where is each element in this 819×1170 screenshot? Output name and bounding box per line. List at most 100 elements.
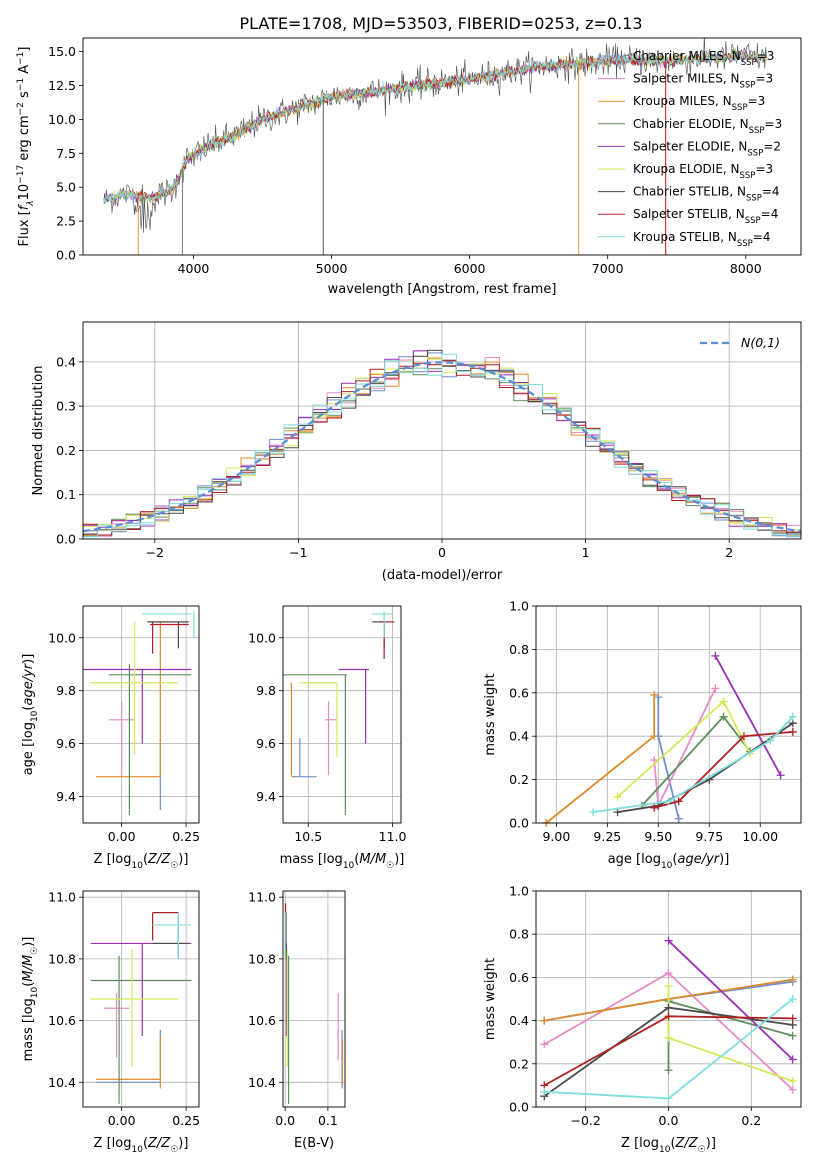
legend-label-3: Chabrier ELODIE, NSSP=3: [633, 117, 782, 136]
weight-marker: [788, 1077, 797, 1086]
y-axis-label: Normed distribution: [31, 366, 46, 496]
y-tick-label: 10.0: [248, 630, 276, 645]
weight-marker: [719, 697, 728, 706]
weight-marker: [650, 803, 659, 812]
y-tick-label: 0.8: [509, 642, 529, 657]
y-tick-label: 0.6: [509, 685, 529, 700]
legend-label-5: Kroupa ELODIE, NSSP=3: [633, 162, 773, 181]
axes-frame: [282, 890, 346, 1108]
y-tick-label: 2.5: [56, 214, 76, 229]
axes-frame: [82, 37, 802, 256]
y-tick-label: 10.6: [248, 1013, 276, 1028]
weight-vs-age-panel: 9.00 9.25 9.50 9.75 10.00 0.0 0.2 0.4 0.6 0.8 1.0 a…: [483, 599, 802, 871]
x-tick-label: 0.2: [741, 1113, 761, 1128]
x-tick-label: 0: [438, 545, 446, 560]
y-tick-label: 12.5: [48, 78, 76, 93]
weight-marker: [788, 975, 797, 984]
weight-marker: [788, 1085, 797, 1094]
weight-line-1: [653, 688, 717, 809]
weight-marker: [711, 651, 720, 660]
axes-frame: [282, 605, 402, 824]
weight-marker: [788, 1031, 797, 1040]
age-vs-metallicity-panel: 0.00 0.25 9.4 9.6 9.8 10.0 Z [log10(Z/Z☉)] age …: [21, 605, 200, 871]
weight-marker: [664, 936, 673, 945]
x-axis-label: (data-model)/error: [382, 568, 503, 583]
y-axis-label: mass weight: [483, 958, 498, 1040]
weight-marker: [589, 808, 598, 817]
weight-marker: [719, 712, 728, 721]
y-tick-label: 15.0: [48, 44, 76, 59]
weight-marker: [788, 1055, 797, 1064]
x-tick-label: 10.5: [294, 829, 322, 844]
weight-marker: [674, 797, 683, 806]
y-axis-label: mass weight: [483, 673, 498, 755]
y-tick-label: 9.8: [256, 683, 276, 698]
weight-marker: [664, 1012, 673, 1021]
weight-marker: [664, 1066, 673, 1075]
weight-marker: [788, 995, 797, 1003]
axes-frame: [535, 605, 802, 824]
weight-marker: [664, 1094, 673, 1103]
x-tick-label: 2: [725, 545, 733, 560]
weight-marker: [540, 1040, 549, 1049]
weight-line-7: [653, 731, 793, 809]
y-tick-label: 5.0: [56, 180, 76, 195]
weight-marker: [739, 732, 748, 741]
y-tick-label: 0.0: [509, 1100, 529, 1115]
weight-line-4: [667, 940, 794, 1061]
spectrum-line-7: [132, 49, 767, 202]
y-tick-label: 0.0: [56, 248, 76, 263]
weight-marker: [788, 1014, 797, 1023]
legend-label-2: Kroupa MILES, NSSP=3: [633, 94, 765, 113]
y-tick-label: 10.4: [48, 1075, 76, 1090]
x-tick-label: −0.2: [571, 1113, 601, 1128]
weight-marker: [664, 1033, 673, 1042]
x-axis-label: wavelength [Angstrom, rest frame]: [328, 282, 557, 297]
gaussian-curve: [82, 361, 802, 533]
x-axis-label: E(B-V): [294, 1136, 334, 1151]
weight-marker: [650, 690, 659, 699]
y-tick-label: 9.8: [56, 683, 76, 698]
y-tick-label: 0.4: [509, 729, 529, 744]
y-axis-label: age [log10(age/yr)]: [21, 654, 40, 776]
x-tick-label: 11.0: [379, 829, 407, 844]
x-tick-label: 4000: [178, 261, 210, 276]
weight-marker: [788, 712, 797, 721]
axes-frame: [82, 321, 802, 540]
spectrum-line-0: [103, 55, 666, 204]
x-tick-label: 0.00: [108, 1113, 136, 1128]
axes-frame: [82, 605, 200, 824]
x-tick-label: 0.0: [659, 1113, 679, 1128]
y-tick-label: 0.4: [509, 1013, 529, 1028]
y-tick-label: 0.2: [56, 443, 76, 458]
y-tick-label: 7.5: [56, 146, 76, 161]
x-axis-label: age [log10(age/yr)]: [608, 852, 730, 871]
weight-marker: [650, 732, 659, 741]
x-tick-label: −2: [146, 545, 164, 560]
x-tick-label: 9.00: [542, 829, 570, 844]
x-tick-label: 0.00: [108, 829, 136, 844]
spectrum-line-1: [103, 55, 666, 206]
x-tick-label: 0.25: [172, 1113, 200, 1128]
mass-vs-metallicity-panel: 0.00 0.25 10.4 10.6 10.8 11.0 Z [log10(Z/Z☉)] m…: [21, 890, 200, 1155]
y-tick-label: 10.6: [48, 1013, 76, 1028]
y-tick-label: 0.6: [509, 970, 529, 985]
legend-label-6: Chabrier STELIB, NSSP=4: [633, 185, 780, 204]
legend-label-4: Salpeter ELODIE, NSSP=2: [633, 139, 781, 158]
weight-marker: [788, 727, 797, 736]
weight-marker: [613, 792, 622, 801]
x-axis-label: Z [log10(Z/Z☉)]: [94, 852, 189, 871]
y-tick-label: 0.0: [509, 816, 529, 831]
y-tick-label: 11.0: [248, 890, 276, 905]
x-tick-label: 0.0: [275, 1113, 295, 1128]
weight-marker: [776, 771, 785, 780]
x-tick-label: 9.25: [593, 829, 621, 844]
spectrum-panel: 4000 5000 6000 7000 8000 0.0 2.5 5.0 7.5 10.0 12.5…: [16, 37, 802, 297]
weight-marker: [664, 1003, 673, 1012]
legend-label-8: Kroupa STELIB, NSSP=4: [633, 230, 771, 249]
weight-marker: [664, 797, 673, 806]
y-tick-label: 0.8: [509, 927, 529, 942]
weight-vs-metallicity-panel: −0.2 0.0 0.2 0.0 0.2 0.4 0.6 0.8 1.0 Z [log10(Z/Z…: [483, 884, 802, 1155]
y-tick-label: 1.0: [509, 599, 529, 614]
